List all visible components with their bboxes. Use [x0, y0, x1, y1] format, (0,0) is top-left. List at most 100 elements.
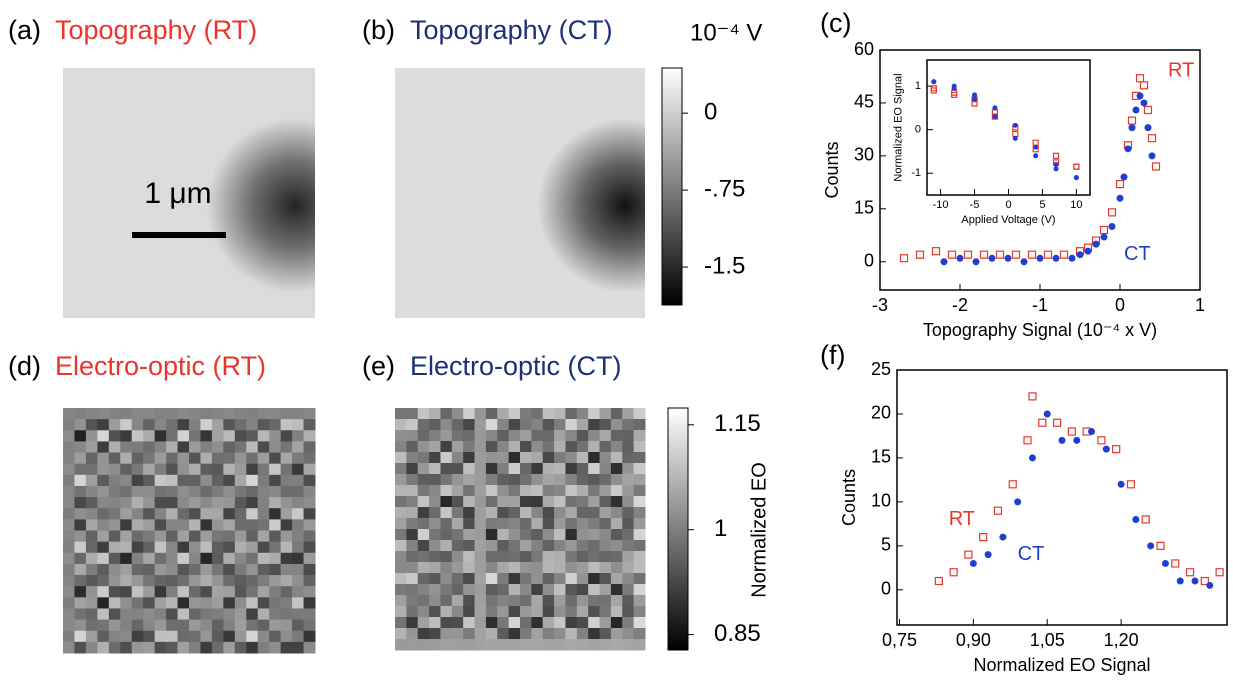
map-pixel	[120, 452, 133, 465]
map-pixel	[610, 551, 623, 563]
map-pixel	[463, 518, 476, 530]
map-pixel	[166, 586, 179, 598]
map-pixel	[280, 519, 293, 531]
map-pixel	[520, 474, 532, 486]
marker	[972, 258, 980, 266]
map-pixel	[520, 540, 532, 552]
map-pixel	[131, 641, 144, 654]
map-pixel	[85, 419, 98, 431]
map-pixel	[610, 606, 623, 618]
map-pixel	[485, 529, 498, 541]
marker	[992, 114, 998, 120]
map-pixel	[257, 552, 270, 565]
map-pixel	[542, 408, 555, 420]
map-pixel	[154, 575, 167, 587]
map-pixel	[189, 441, 201, 454]
map-pixel	[234, 541, 247, 554]
map-pixel	[211, 563, 224, 576]
map-pixel	[269, 430, 282, 442]
map-pixel	[576, 507, 589, 519]
map-pixel	[292, 419, 305, 431]
marker	[1143, 105, 1153, 115]
map-pixel	[166, 463, 179, 476]
map-pixel	[74, 641, 87, 654]
map-pixel	[177, 497, 190, 509]
map-pixel	[211, 519, 224, 531]
map-pixel	[497, 551, 510, 563]
map-pixel	[303, 474, 316, 487]
map-pixel	[97, 463, 110, 476]
map-pixel	[143, 619, 156, 632]
map-pixel	[417, 628, 430, 640]
map-pixel	[200, 575, 213, 587]
colorbar-tick-label: -.75	[704, 175, 745, 202]
map-pixel	[633, 639, 646, 651]
map-pixel	[474, 419, 487, 431]
map-pixel	[395, 419, 407, 431]
map-pixel	[520, 628, 532, 640]
marker	[1043, 410, 1051, 418]
map-pixel	[269, 441, 282, 454]
map-pixel	[108, 452, 121, 465]
map-pixel	[599, 628, 612, 640]
map-pixel	[497, 606, 510, 618]
panel-title: Topography (RT)	[55, 15, 257, 45]
plot-frame	[896, 369, 1228, 626]
map-pixel	[120, 641, 133, 654]
map-pixel	[417, 573, 430, 585]
map-pixel	[497, 562, 510, 574]
map-pixel	[429, 606, 441, 618]
map-pixel	[599, 463, 612, 475]
map-pixel	[474, 628, 487, 640]
map-pixel	[292, 508, 305, 520]
map-pixel	[211, 408, 224, 420]
map-pixel	[508, 452, 521, 464]
map-pixel	[97, 563, 110, 576]
map-pixel	[234, 641, 247, 654]
map-pixel	[531, 419, 544, 431]
map-pixel	[189, 430, 201, 442]
map-pixel	[463, 562, 476, 574]
map-pixel	[292, 530, 305, 543]
map-pixel	[440, 474, 453, 486]
panel-label: (f)	[820, 340, 845, 370]
map-pixel	[269, 463, 282, 476]
map-pixel	[395, 496, 407, 508]
map-pixel	[177, 519, 190, 531]
map-pixel	[497, 474, 510, 486]
map-pixel	[406, 639, 419, 651]
marker	[1141, 515, 1150, 524]
marker	[1115, 180, 1125, 189]
map-pixel	[429, 540, 441, 552]
map-pixel	[508, 595, 521, 607]
map-pixel	[520, 430, 532, 442]
map-pixel	[622, 452, 635, 464]
map-pixel	[143, 463, 156, 476]
map-pixel	[200, 474, 213, 487]
map-pixel	[292, 474, 305, 487]
map-pixel	[474, 595, 487, 607]
map-pixel	[508, 617, 521, 629]
map-pixel	[97, 586, 110, 598]
map-pixel	[610, 507, 623, 519]
map-pixel	[223, 630, 236, 643]
panel-label: (c)	[820, 8, 851, 38]
map-pixel	[485, 496, 498, 508]
map-pixel	[211, 552, 224, 565]
map-pixel	[406, 573, 419, 585]
map-pixel	[599, 452, 612, 464]
map-pixel	[246, 408, 259, 420]
map-pixel	[246, 641, 259, 654]
map-pixel	[622, 474, 635, 486]
map-pixel	[633, 463, 646, 475]
map-pixel	[463, 408, 476, 420]
map-pixel	[565, 639, 578, 651]
map-pixel	[74, 408, 87, 420]
map-pixel	[395, 606, 407, 618]
map-pixel	[599, 595, 612, 607]
map-pixel	[588, 529, 601, 541]
map-pixel	[223, 552, 236, 565]
map-pixel	[211, 608, 224, 621]
map-pixel	[406, 551, 419, 563]
map-pixel	[554, 474, 566, 486]
